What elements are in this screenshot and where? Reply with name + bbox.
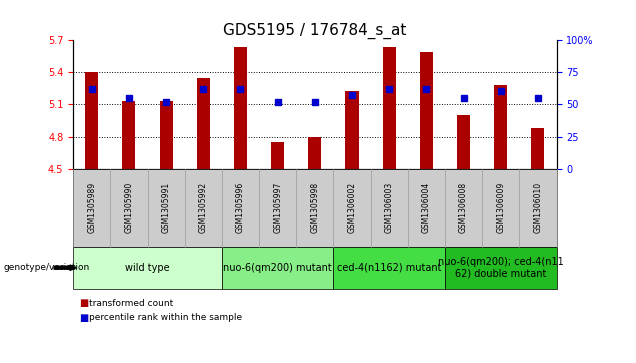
Title: GDS5195 / 176784_s_at: GDS5195 / 176784_s_at (223, 23, 406, 38)
Text: transformed count: transformed count (89, 299, 173, 307)
Text: GSM1305996: GSM1305996 (236, 182, 245, 233)
Text: ced-4(n1162) mutant: ced-4(n1162) mutant (337, 263, 441, 273)
Text: GSM1305991: GSM1305991 (162, 182, 170, 233)
Bar (383, 48, 396, 169)
Text: GSM1306004: GSM1306004 (422, 182, 431, 233)
Bar (197, 78, 210, 169)
Bar (532, 128, 544, 169)
Bar (122, 101, 135, 169)
Text: ■: ■ (80, 298, 89, 308)
Bar (420, 52, 433, 169)
Text: GSM1305998: GSM1305998 (310, 182, 319, 233)
Bar (457, 115, 470, 169)
Text: GSM1306002: GSM1306002 (347, 182, 357, 233)
Text: nuo-6(qm200) mutant: nuo-6(qm200) mutant (223, 263, 332, 273)
Text: nuo-6(qm200); ced-4(n11
62) double mutant: nuo-6(qm200); ced-4(n11 62) double mutan… (438, 257, 563, 278)
Bar (234, 48, 247, 169)
Bar (271, 142, 284, 169)
Text: GSM1306003: GSM1306003 (385, 182, 394, 233)
Text: GSM1305990: GSM1305990 (125, 182, 134, 233)
Bar (345, 91, 359, 169)
Text: percentile rank within the sample: percentile rank within the sample (89, 313, 242, 322)
Bar (308, 136, 321, 169)
Bar (160, 101, 172, 169)
Bar (85, 72, 98, 169)
Text: GSM1306008: GSM1306008 (459, 182, 468, 233)
Text: GSM1305989: GSM1305989 (87, 182, 96, 233)
Text: GSM1305997: GSM1305997 (273, 182, 282, 233)
Text: GSM1306010: GSM1306010 (534, 182, 543, 233)
Text: genotype/variation: genotype/variation (3, 263, 90, 272)
Text: GSM1306009: GSM1306009 (496, 182, 505, 233)
Text: GSM1305992: GSM1305992 (199, 182, 208, 233)
Text: ■: ■ (80, 313, 89, 323)
Text: wild type: wild type (125, 263, 170, 273)
Bar (494, 85, 508, 169)
